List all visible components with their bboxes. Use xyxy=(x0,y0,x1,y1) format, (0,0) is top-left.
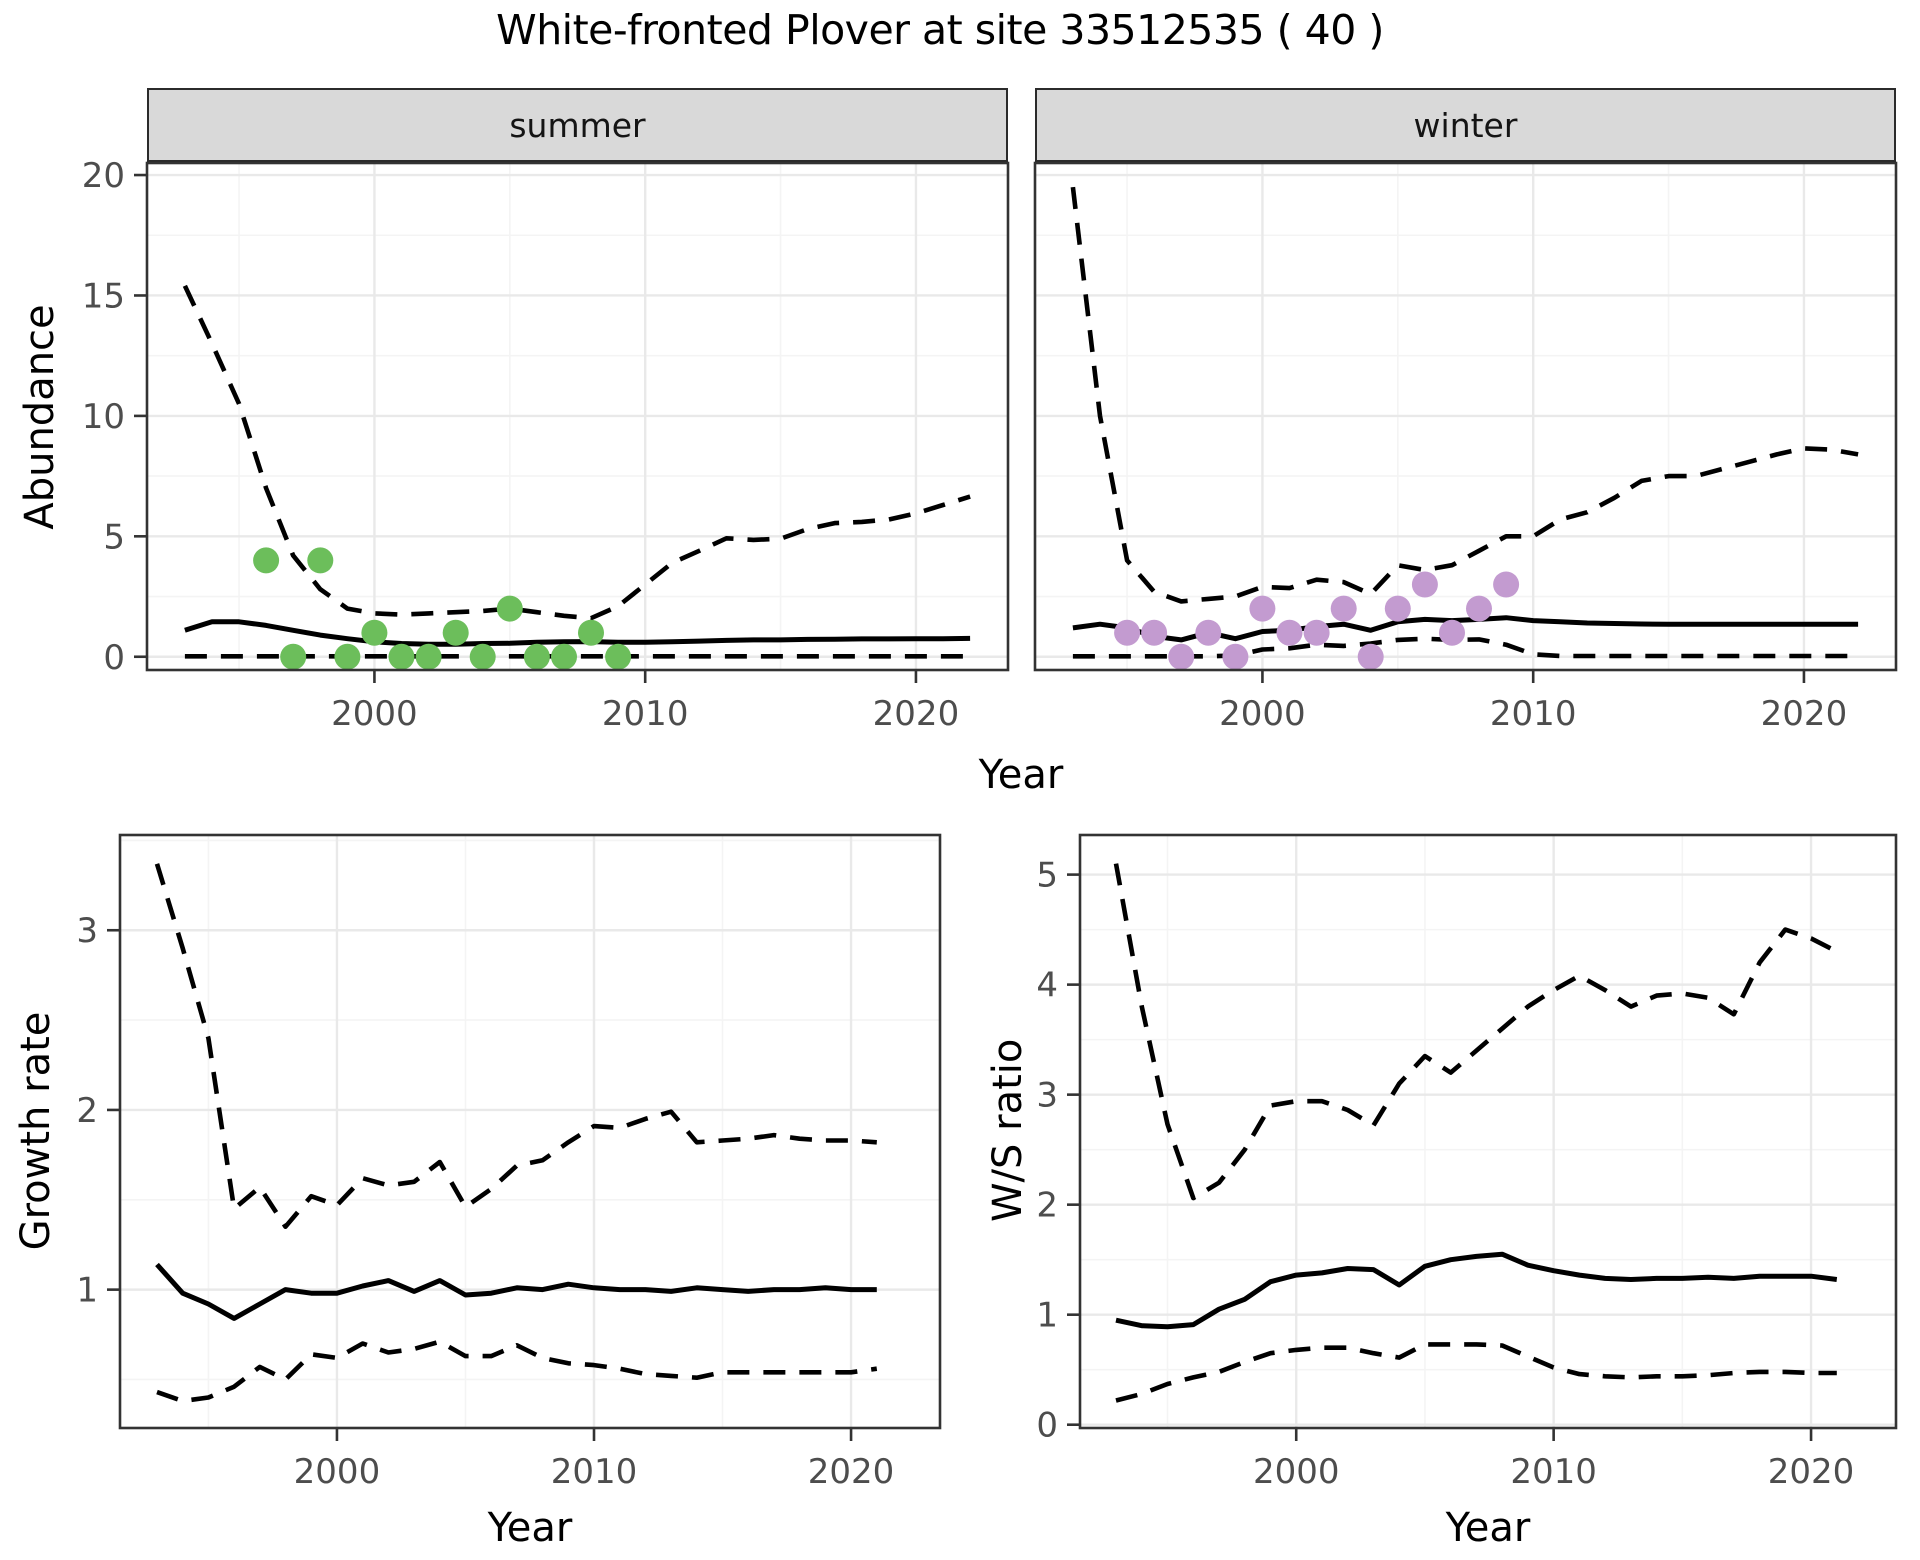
data-point xyxy=(442,619,469,646)
y-tick-label: 0 xyxy=(103,638,125,678)
series-lower_ci-growth-rate xyxy=(156,1339,878,1404)
data-point xyxy=(496,595,523,622)
data-point xyxy=(1357,643,1384,670)
y-tick-label: 1 xyxy=(76,1271,98,1311)
data-point xyxy=(334,643,361,670)
data-point xyxy=(578,619,604,646)
data-point xyxy=(253,547,280,574)
facet-strip-winter-label: winter xyxy=(1413,105,1518,145)
x-tick-label: 2010 xyxy=(1490,694,1577,734)
data-point xyxy=(1222,643,1249,670)
data-point xyxy=(1141,619,1168,646)
data-point xyxy=(415,643,442,670)
x-tick-label: 2000 xyxy=(331,694,418,734)
panel-growth-rate: 2000 2010 2020 1 2 3 xyxy=(76,833,942,1492)
x-tick-label: 2020 xyxy=(873,694,960,734)
y-axis-abundance-summer: 0 5 10 15 20 xyxy=(82,156,147,678)
gridlines-abundance-winter xyxy=(1035,163,1896,670)
data-point xyxy=(1195,619,1222,646)
data-point xyxy=(280,643,307,670)
panel-abundance-summer: 2000 2010 2020 0 5 10 15 20 xyxy=(82,156,1010,734)
x-axis-title-year-bottom-right: Year xyxy=(1445,1505,1531,1551)
panel-abundance-winter: 2000 2010 2020 xyxy=(1033,161,1898,734)
data-point xyxy=(361,619,388,646)
x-axis-title-year-bottom-left: Year xyxy=(487,1505,573,1551)
y-tick-label: 3 xyxy=(76,911,98,951)
data-point xyxy=(1439,619,1465,646)
x-tick-label: 2010 xyxy=(1510,1452,1597,1492)
series-upper_ci-ws-ratio xyxy=(1113,863,1838,1201)
y-tick-label: 2 xyxy=(1036,1186,1058,1226)
chart-title: White-fronted Plover at site 33512535 ( … xyxy=(496,6,1384,54)
x-tick-label: 2000 xyxy=(1253,1452,1340,1492)
series-median-ws-ratio xyxy=(1115,1251,1838,1330)
y-axis-title-ws-ratio: W/S ratio xyxy=(985,1038,1031,1222)
y-tick-label: 5 xyxy=(1036,856,1058,896)
data-point xyxy=(1168,643,1195,670)
series-median-growth-rate xyxy=(155,1262,877,1321)
x-axis-abundance-summer: 2000 2010 2020 xyxy=(331,670,959,734)
data-point xyxy=(1330,595,1357,622)
data-point xyxy=(551,643,577,670)
series-upper_ci-growth-rate xyxy=(154,863,877,1229)
y-tick-label: 0 xyxy=(1036,1406,1058,1446)
y-tick-label: 2 xyxy=(76,1091,98,1131)
series-lower_ci-abundance-winter xyxy=(1072,636,1859,659)
x-tick-label: 2010 xyxy=(551,1452,638,1492)
y-axis-title-abundance: Abundance xyxy=(17,304,63,530)
gridlines-growth-rate xyxy=(120,835,940,1428)
x-tick-label: 2020 xyxy=(808,1452,895,1492)
data-point xyxy=(1493,571,1520,598)
y-axis-title-growth-rate: Growth rate xyxy=(13,1011,59,1251)
data-point xyxy=(388,643,415,670)
y-tick-label: 3 xyxy=(1036,1076,1058,1116)
y-tick-label: 15 xyxy=(82,276,125,316)
observed-counts-summer xyxy=(253,547,632,670)
x-tick-label: 2020 xyxy=(1768,1452,1855,1492)
x-tick-label: 2010 xyxy=(602,694,689,734)
data-point xyxy=(1114,619,1141,646)
data-point xyxy=(1384,595,1411,622)
x-axis-abundance-winter: 2000 2010 2020 xyxy=(1219,670,1847,734)
y-axis-ws-ratio: 0 1 2 3 4 5 xyxy=(1036,856,1080,1446)
x-axis-title-year-top: Year xyxy=(978,752,1064,798)
gridlines-abundance-summer xyxy=(147,163,1008,670)
observed-counts-winter xyxy=(1114,571,1520,670)
series-upper_ci-abundance-summer xyxy=(182,284,971,621)
data-point xyxy=(1411,571,1438,598)
y-tick-label: 5 xyxy=(103,517,125,557)
y-tick-label: 20 xyxy=(82,156,125,196)
data-point xyxy=(605,643,632,670)
data-point xyxy=(1276,619,1303,646)
data-point xyxy=(307,547,334,574)
data-point xyxy=(1303,619,1330,646)
x-axis-growth-rate: 2000 2010 2020 xyxy=(294,1428,895,1492)
facet-strip-summer-label: summer xyxy=(509,105,646,145)
y-tick-label: 10 xyxy=(82,397,125,437)
x-tick-label: 2000 xyxy=(294,1452,381,1492)
y-tick-label: 1 xyxy=(1036,1296,1058,1336)
series-lower_ci-ws-ratio xyxy=(1115,1342,1837,1403)
series-median-abundance-summer xyxy=(184,619,971,647)
facet-strip-winter: winter xyxy=(1035,88,1896,162)
y-axis-growth-rate: 1 2 3 xyxy=(76,911,120,1311)
facet-strip-summer: summer xyxy=(147,88,1008,162)
series-upper_ci-abundance-winter xyxy=(1070,186,1859,604)
data-point xyxy=(469,643,496,670)
x-tick-label: 2020 xyxy=(1761,694,1848,734)
x-axis-ws-ratio: 2000 2010 2020 xyxy=(1253,1428,1854,1492)
data-point xyxy=(1249,595,1276,622)
x-tick-label: 2000 xyxy=(1219,694,1306,734)
data-point xyxy=(523,643,550,670)
panel-ws-ratio: 2000 2010 2020 0 1 2 3 4 5 xyxy=(1036,833,1898,1492)
data-point xyxy=(1466,595,1492,622)
y-tick-label: 4 xyxy=(1036,966,1058,1006)
